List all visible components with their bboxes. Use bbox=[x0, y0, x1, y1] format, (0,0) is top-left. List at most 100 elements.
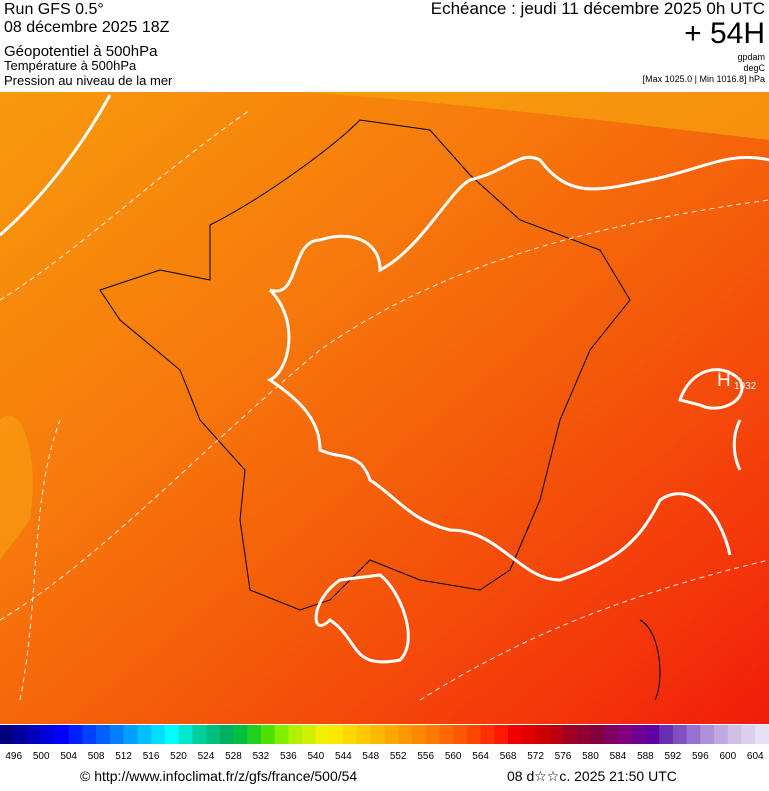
colorbar-cell bbox=[631, 725, 646, 744]
colorbar: 496 500 504 508 512 516 520 524 528 532 536 540 544 5… bbox=[0, 725, 769, 762]
colorbar-cell bbox=[617, 725, 633, 744]
pressure-range: [Max 1025.0 | Min 1016.8] hPa bbox=[643, 74, 765, 84]
colorbar-label: 600 bbox=[719, 751, 736, 762]
colorbar-cell bbox=[260, 725, 276, 744]
colorbar-label: 580 bbox=[582, 751, 599, 762]
colorbar-cell bbox=[192, 725, 207, 744]
colorbar-cell bbox=[741, 725, 756, 744]
colorbar-cell bbox=[370, 725, 385, 744]
colorbar-cell bbox=[343, 725, 358, 744]
colorbar-cell bbox=[521, 725, 537, 744]
colorbar-label: 604 bbox=[747, 751, 764, 762]
colorbar-label: 568 bbox=[500, 751, 517, 762]
colorbar-label: 536 bbox=[280, 751, 297, 762]
colorbar-label: 596 bbox=[692, 751, 709, 762]
colorbar-cell bbox=[54, 725, 70, 744]
colorbar-cell bbox=[480, 725, 495, 744]
colorbar-cell bbox=[411, 725, 427, 744]
colorbar-label: 592 bbox=[665, 751, 682, 762]
field-label: Pression au niveau de la mer bbox=[4, 73, 173, 88]
high-label: H bbox=[717, 370, 731, 391]
colorbar-cell bbox=[137, 725, 152, 744]
colorbar-cell bbox=[0, 725, 15, 744]
footer-stamp: 08 d☆☆c. 2025 21:50 UTC bbox=[507, 768, 677, 784]
isotherms bbox=[0, 109, 769, 701]
colorbar-label: 516 bbox=[143, 751, 160, 762]
colorbar-label: 540 bbox=[307, 751, 324, 762]
colorbar-label: 512 bbox=[115, 751, 132, 762]
colorbar-cell bbox=[494, 725, 509, 744]
colorbar-label: 584 bbox=[610, 751, 627, 762]
colorbar-cell bbox=[672, 725, 688, 744]
colorbar-cell bbox=[178, 725, 193, 744]
lead-time: + 54H bbox=[684, 17, 765, 50]
colorbar-cell bbox=[686, 725, 701, 744]
colorbar-cell bbox=[233, 725, 248, 744]
colorbar-label: 564 bbox=[472, 751, 489, 762]
colorbar-cell bbox=[563, 725, 578, 744]
colorbar-label: 532 bbox=[253, 751, 270, 762]
colorbar-cell bbox=[123, 725, 138, 744]
colorbar-label: 500 bbox=[33, 751, 50, 762]
colorbar-cell bbox=[205, 725, 221, 744]
colorbar-cell bbox=[590, 725, 605, 744]
field-band bbox=[0, 92, 769, 140]
colorbar-cell bbox=[727, 725, 743, 744]
colorbar-cell bbox=[96, 725, 111, 744]
colorbar-cell bbox=[302, 725, 317, 744]
colorbar-cell bbox=[700, 725, 715, 744]
colorbar-label: 508 bbox=[88, 751, 105, 762]
colorbar-cell bbox=[109, 725, 125, 744]
echeance: Echéance : jeudi 11 décembre 2025 0h UTC bbox=[431, 0, 765, 18]
colorbar-cell bbox=[645, 725, 660, 744]
colorbar-cell bbox=[68, 725, 83, 744]
colorbar-cell bbox=[315, 725, 331, 744]
country-outline bbox=[99, 119, 631, 611]
colorbar-label: 552 bbox=[390, 751, 407, 762]
colorbar-label: 576 bbox=[555, 751, 572, 762]
unit: degC bbox=[743, 63, 765, 73]
colorbar-label: 556 bbox=[417, 751, 434, 762]
colorbar-cell bbox=[439, 725, 454, 744]
map-field bbox=[0, 92, 769, 724]
colorbar-cell bbox=[755, 725, 769, 744]
colorbar-label: 504 bbox=[60, 751, 77, 762]
colorbar-label: 588 bbox=[637, 751, 654, 762]
colorbar-label: 496 bbox=[5, 751, 22, 762]
map: H 1032 bbox=[0, 92, 769, 724]
colorbar-label: 548 bbox=[362, 751, 379, 762]
run-date: 08 décembre 2025 18Z bbox=[4, 19, 170, 36]
colorbar-cell bbox=[329, 725, 344, 744]
colorbar-cell bbox=[82, 725, 97, 744]
colorbar-cell bbox=[274, 725, 289, 744]
colorbar-label: 520 bbox=[170, 751, 187, 762]
footer-url: © http://www.infoclimat.fr/z/gfs/france/… bbox=[80, 768, 357, 784]
colorbar-cell bbox=[508, 725, 523, 744]
colorbar-cell bbox=[714, 725, 729, 744]
unit: gpdam bbox=[737, 52, 765, 62]
colorbar-cell bbox=[659, 725, 674, 744]
colorbar-cell bbox=[219, 725, 234, 744]
colorbar-cell bbox=[357, 725, 372, 744]
colorbar-cell bbox=[466, 725, 482, 744]
colorbar-cell bbox=[604, 725, 619, 744]
run: Run GFS 0.5° bbox=[4, 1, 104, 18]
colorbar-cell bbox=[27, 725, 42, 744]
colorbar-label: 528 bbox=[225, 751, 242, 762]
colorbar-cell bbox=[453, 725, 468, 744]
high-value: 1032 bbox=[734, 381, 757, 392]
colorbar-label: 544 bbox=[335, 751, 352, 762]
colorbar-cell bbox=[549, 725, 564, 744]
coastline bbox=[639, 619, 661, 701]
header: Run GFS 0.5° 08 décembre 2025 18Z Géopot… bbox=[4, 0, 766, 88]
colorbar-cell bbox=[384, 725, 399, 744]
colorbar-cell bbox=[247, 725, 262, 744]
colorbar-cell bbox=[164, 725, 180, 744]
field-band bbox=[0, 415, 33, 560]
field-label: Température à 500hPa bbox=[4, 58, 137, 73]
colorbar-cell bbox=[425, 725, 440, 744]
colorbar-cell bbox=[41, 725, 56, 744]
field-label: Géopotentiel à 500hPa bbox=[4, 43, 158, 60]
colorbar-cell bbox=[151, 725, 166, 744]
